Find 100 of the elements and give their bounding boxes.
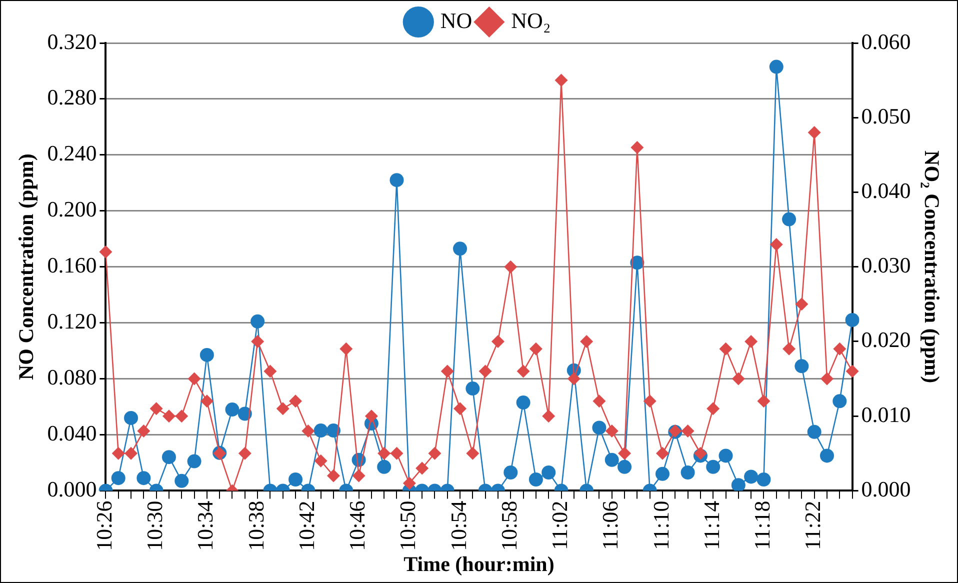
point bbox=[238, 446, 252, 460]
point bbox=[302, 424, 315, 438]
point bbox=[820, 372, 834, 386]
point bbox=[276, 402, 290, 416]
x-tick-label: 11:06 bbox=[598, 500, 623, 550]
point bbox=[770, 238, 783, 251]
point bbox=[200, 348, 214, 362]
point bbox=[364, 410, 378, 423]
x-tick-label: 11:02 bbox=[547, 500, 572, 550]
point bbox=[504, 260, 518, 274]
point bbox=[655, 466, 670, 481]
point bbox=[175, 410, 188, 423]
point bbox=[136, 471, 151, 486]
y2-tick-label: 0.050 bbox=[861, 103, 911, 128]
point bbox=[845, 313, 860, 328]
point bbox=[491, 334, 504, 348]
point bbox=[656, 446, 669, 460]
point bbox=[807, 424, 822, 439]
point bbox=[718, 448, 733, 463]
point bbox=[681, 424, 694, 438]
point bbox=[99, 245, 112, 258]
point bbox=[756, 472, 771, 486]
point bbox=[352, 469, 366, 482]
y-tick-label: 0.080 bbox=[47, 364, 97, 390]
point bbox=[454, 402, 467, 416]
y-tick-label: 0.120 bbox=[47, 308, 97, 334]
y-tick-label: 0.320 bbox=[47, 28, 97, 54]
y-tick-label: 0.000 bbox=[47, 476, 97, 502]
point bbox=[504, 466, 518, 480]
point bbox=[618, 460, 632, 474]
point bbox=[592, 394, 606, 408]
point bbox=[554, 74, 568, 87]
point bbox=[744, 334, 758, 348]
point bbox=[289, 394, 302, 408]
point bbox=[680, 466, 695, 480]
point bbox=[124, 446, 138, 460]
point bbox=[516, 364, 530, 378]
point bbox=[162, 450, 176, 464]
legend-label: NO₂ bbox=[511, 8, 551, 33]
x-tick-label: 11:14 bbox=[698, 500, 724, 550]
point bbox=[326, 469, 340, 482]
point bbox=[200, 394, 214, 408]
point bbox=[732, 372, 745, 386]
x-tick-label: 10:30 bbox=[142, 500, 168, 551]
y2-tick-label: 0.000 bbox=[861, 476, 911, 502]
point bbox=[782, 342, 796, 356]
point bbox=[250, 314, 265, 328]
point bbox=[326, 424, 340, 438]
point bbox=[264, 364, 277, 378]
point bbox=[516, 396, 530, 410]
x-tick-label: 10:46 bbox=[344, 500, 370, 551]
point bbox=[782, 212, 796, 226]
x-tick-label: 10:58 bbox=[496, 500, 522, 551]
point bbox=[378, 446, 391, 460]
point bbox=[618, 446, 632, 460]
point bbox=[402, 476, 416, 490]
point bbox=[111, 471, 126, 486]
point bbox=[528, 472, 543, 486]
y-tick-label: 0.280 bbox=[47, 84, 97, 110]
point bbox=[314, 424, 328, 438]
y2-tick-label: 0.030 bbox=[861, 252, 911, 278]
point bbox=[453, 242, 468, 256]
point bbox=[808, 126, 821, 140]
y2-tick-label: 0.020 bbox=[861, 327, 911, 352]
point bbox=[706, 460, 720, 474]
point bbox=[731, 478, 746, 491]
x-tick-label: 10:34 bbox=[192, 500, 218, 551]
x-tick-label: 10:54 bbox=[446, 500, 471, 551]
point bbox=[112, 446, 125, 460]
point bbox=[416, 462, 429, 475]
x-axis-title: Time (hour:min) bbox=[404, 552, 554, 576]
point bbox=[174, 474, 189, 488]
point bbox=[428, 446, 442, 460]
point bbox=[542, 410, 556, 423]
point bbox=[744, 470, 758, 484]
y-tick-label: 0.200 bbox=[47, 196, 97, 222]
y-tick-label: 0.040 bbox=[47, 420, 97, 446]
y-tick-label: 0.160 bbox=[47, 252, 97, 278]
legend-label: NO bbox=[440, 8, 472, 33]
point bbox=[440, 364, 454, 378]
y2-tick-label: 0.060 bbox=[861, 28, 911, 54]
point bbox=[567, 372, 580, 386]
point bbox=[757, 394, 770, 408]
point bbox=[137, 424, 150, 438]
point bbox=[466, 382, 480, 396]
x-tick-label: 10:26 bbox=[91, 500, 116, 551]
point bbox=[643, 394, 656, 408]
point bbox=[694, 446, 707, 460]
point bbox=[225, 402, 240, 417]
point bbox=[466, 446, 480, 460]
x-tick-label: 10:38 bbox=[243, 500, 268, 551]
point bbox=[529, 342, 542, 356]
x-tick-label: 10:42 bbox=[294, 500, 319, 551]
x-tick-label: 10:50 bbox=[395, 500, 420, 551]
point bbox=[251, 334, 264, 348]
point bbox=[794, 359, 809, 374]
point bbox=[238, 406, 252, 421]
point bbox=[288, 472, 303, 486]
point bbox=[592, 420, 606, 435]
y2-axis-title: NO₂ Concentration (ppm) bbox=[920, 150, 944, 384]
